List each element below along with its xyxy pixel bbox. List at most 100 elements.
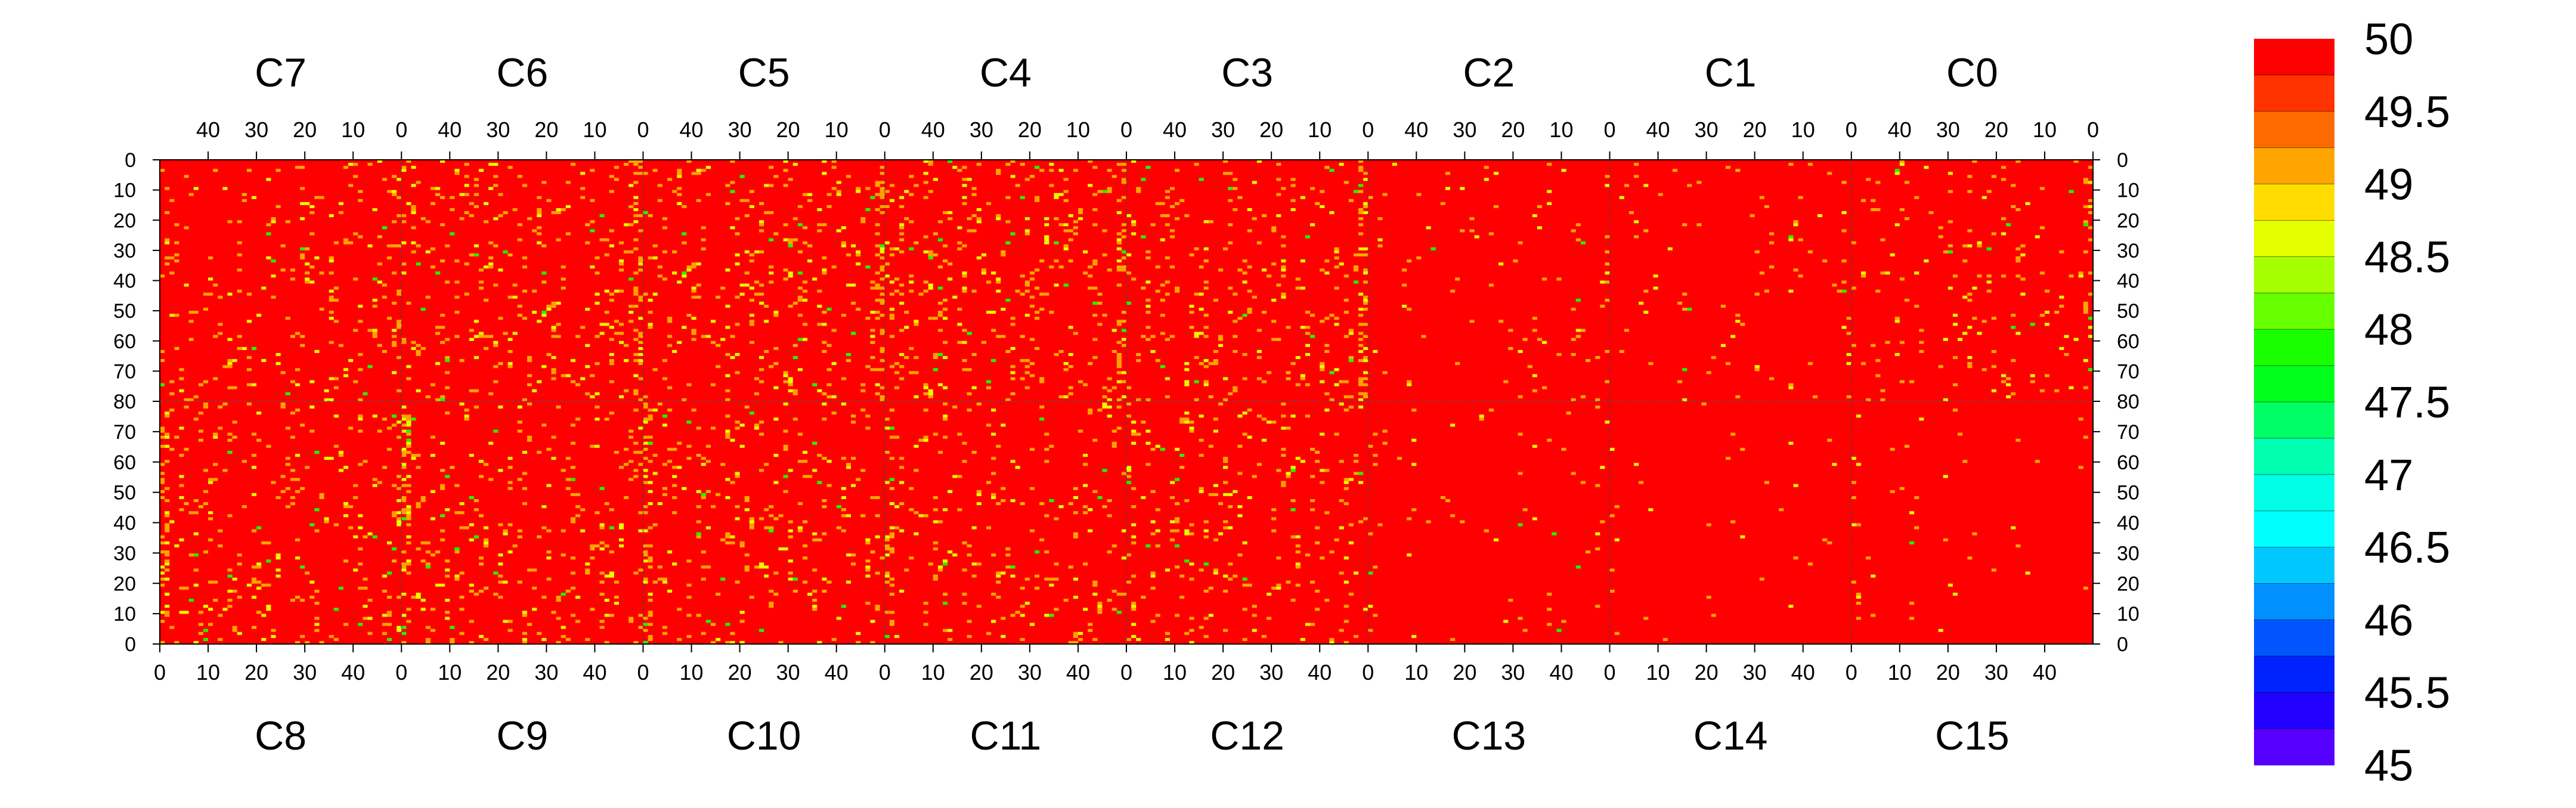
heatmap-cell — [677, 340, 682, 344]
heatmap-cell — [1184, 532, 1190, 535]
heatmap-cell — [1416, 256, 1422, 260]
heatmap-cell — [1121, 250, 1126, 253]
heatmap-cell — [1851, 457, 1856, 460]
heatmap-cell — [914, 323, 919, 326]
heatmap-cell — [1102, 386, 1107, 389]
x-tick-label-top: 30 — [970, 117, 993, 142]
heatmap-cell — [967, 178, 972, 181]
heatmap-cell — [1894, 169, 1900, 172]
heatmap-cell — [1063, 190, 1069, 193]
heatmap-cell — [184, 447, 189, 451]
heatmap-cell — [193, 499, 199, 503]
heatmap-cell — [425, 295, 431, 299]
heatmap-cell — [425, 562, 431, 566]
heatmap-cell — [1407, 380, 1412, 383]
heatmap-cell — [1426, 520, 1431, 524]
heatmap-cell — [1208, 362, 1213, 366]
heatmap-cell — [329, 271, 334, 275]
heatmap-cell — [213, 283, 218, 287]
heatmap-cell — [1145, 463, 1151, 466]
heatmap-cell — [1309, 580, 1315, 584]
heatmap-cell — [1035, 268, 1040, 272]
heatmap-cell — [943, 435, 948, 439]
heatmap-cell — [744, 565, 750, 569]
heatmap-cell — [165, 499, 170, 503]
heatmap-cell — [904, 356, 909, 360]
heatmap-cell — [991, 496, 996, 499]
heatmap-cell — [754, 423, 760, 427]
heatmap-cell — [324, 517, 329, 521]
heatmap-cell — [165, 550, 170, 554]
heatmap-cell — [1126, 580, 1132, 584]
heatmap-cell — [290, 380, 295, 383]
heatmap-cell — [628, 205, 634, 208]
heatmap-cell — [1223, 172, 1228, 175]
heatmap-cell — [2083, 205, 2088, 208]
heatmap-cell — [165, 211, 170, 215]
heatmap-cell — [1107, 377, 1112, 380]
heatmap-cell — [991, 553, 996, 557]
heatmap-cell — [1160, 314, 1165, 317]
heatmap-cell — [773, 454, 779, 457]
heatmap-cell — [1735, 314, 1741, 317]
heatmap-cell — [788, 577, 793, 581]
heatmap-cell — [478, 634, 484, 638]
heatmap-cell — [2011, 392, 2016, 395]
heatmap-cell — [1991, 232, 1996, 236]
heatmap-cell — [300, 565, 305, 569]
heatmap-cell — [1580, 395, 1586, 398]
heatmap-cell — [725, 496, 730, 499]
heatmap-cell — [459, 193, 465, 196]
heatmap-cell — [735, 426, 740, 430]
heatmap-cell — [1392, 163, 1397, 166]
heatmap-cell — [1894, 320, 1900, 323]
heatmap-cell — [585, 562, 590, 566]
heatmap-cell — [1353, 460, 1359, 463]
heatmap-cell — [532, 608, 537, 611]
heatmap-cell — [1088, 508, 1093, 512]
heatmap-cell — [894, 362, 900, 366]
heatmap-cell — [397, 475, 402, 478]
heatmap-cell — [870, 620, 875, 623]
heatmap-cell — [701, 577, 706, 581]
heatmap-cell — [856, 631, 861, 635]
heatmap-cell — [392, 175, 397, 178]
heatmap-cell — [933, 577, 938, 581]
heatmap-cell — [749, 323, 754, 326]
heatmap-cell — [473, 178, 479, 181]
heatmap-cell — [817, 223, 822, 227]
heatmap-cell — [783, 374, 788, 377]
heatmap-cell — [546, 550, 552, 554]
heatmap-cell — [1107, 389, 1112, 392]
heatmap-cell — [1111, 441, 1117, 445]
x-tick-label-top: 40 — [1646, 117, 1670, 142]
heatmap-cell — [991, 359, 996, 363]
heatmap-cell — [1290, 178, 1296, 181]
heatmap-cell — [1488, 283, 1494, 287]
heatmap-cell — [962, 441, 967, 445]
heatmap-cell — [459, 571, 465, 575]
heatmap-cell — [2044, 311, 2050, 314]
heatmap-cell — [1203, 286, 1209, 290]
heatmap-cell — [1020, 586, 1025, 590]
heatmap-cell — [1005, 565, 1011, 569]
heatmap-cell — [981, 253, 986, 256]
heatmap-cell — [1948, 244, 1953, 247]
heatmap-cell — [691, 295, 696, 299]
heatmap-cell — [967, 229, 972, 233]
heatmap-cell — [1348, 359, 1354, 363]
heatmap-cell — [198, 411, 203, 415]
heatmap-cell — [1039, 169, 1045, 172]
heatmap-cell — [841, 226, 846, 230]
heatmap-cell — [507, 466, 513, 469]
heatmap-cell — [532, 586, 537, 590]
heatmap-cell — [295, 368, 301, 372]
heatmap-cell — [677, 202, 682, 205]
heatmap-cell — [971, 574, 977, 578]
heatmap-cell — [638, 268, 643, 272]
heatmap-cell — [305, 271, 310, 275]
heatmap-cell — [401, 614, 407, 617]
heatmap-cell — [1088, 629, 1093, 632]
heatmap-cell — [1189, 617, 1194, 620]
heatmap-cell — [329, 289, 334, 293]
